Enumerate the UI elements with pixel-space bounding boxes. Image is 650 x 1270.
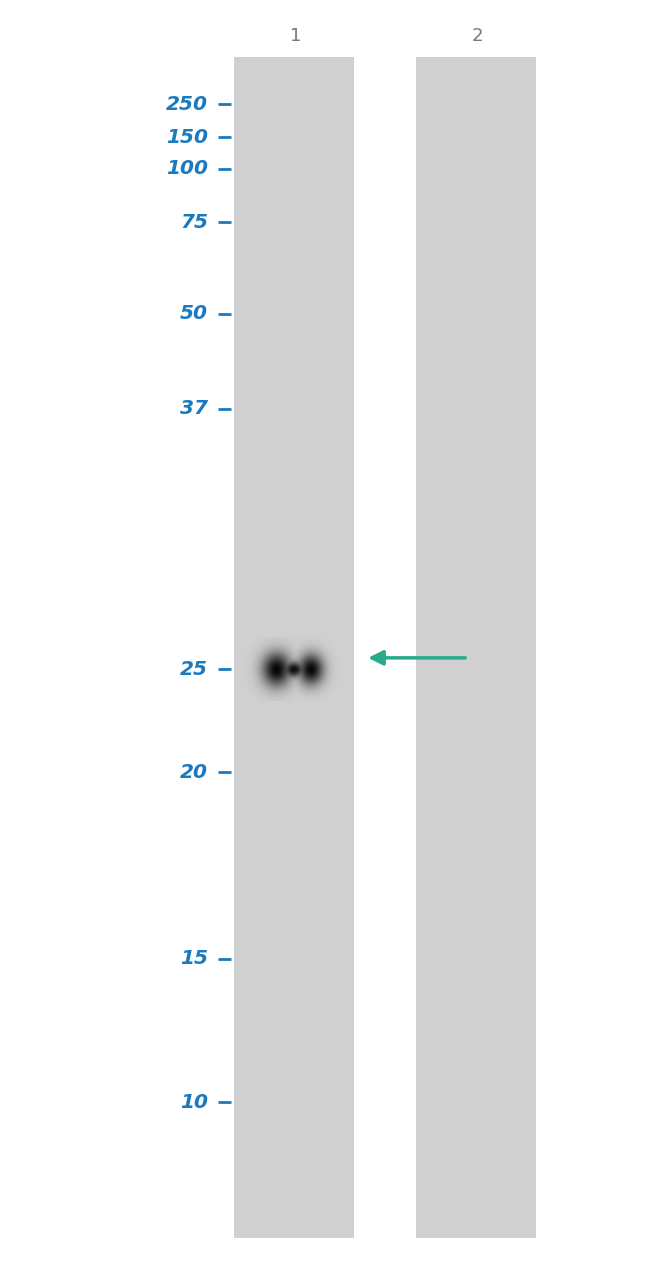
- Text: 25: 25: [180, 660, 208, 678]
- Text: 20: 20: [180, 763, 208, 781]
- Text: 75: 75: [180, 213, 208, 231]
- Text: 15: 15: [180, 950, 208, 968]
- Text: 10: 10: [180, 1093, 208, 1111]
- Text: 2: 2: [472, 27, 484, 44]
- Bar: [234, 57, 354, 1238]
- Text: 1: 1: [290, 27, 302, 44]
- Bar: [416, 57, 536, 1238]
- Text: 250: 250: [166, 95, 208, 113]
- Text: 150: 150: [166, 128, 208, 146]
- Text: 100: 100: [166, 160, 208, 178]
- Text: 50: 50: [180, 305, 208, 323]
- Text: 37: 37: [180, 400, 208, 418]
